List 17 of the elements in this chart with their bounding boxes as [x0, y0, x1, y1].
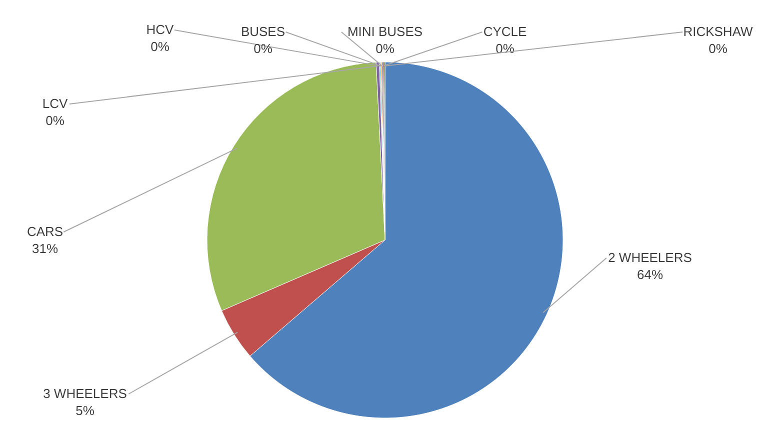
slice-label: BUSES	[240, 24, 286, 39]
data-label: 0%	[376, 41, 395, 56]
slice-label: CYCLE	[483, 24, 527, 39]
data-label: 0%	[150, 39, 170, 54]
slice-label: 2 WHEELERS	[608, 250, 692, 265]
slice-label: 3 WHEELERS	[43, 386, 128, 401]
slice-label: RICKSHAW	[683, 24, 754, 39]
data-label: 0%	[708, 41, 728, 56]
slice-label: LCV	[42, 96, 68, 111]
slice-label: MINI BUSES	[347, 24, 423, 39]
data-label: 64%	[636, 267, 664, 282]
data-label: 31%	[32, 241, 58, 256]
data-label: 5%	[76, 403, 95, 418]
data-label: 0%	[254, 41, 273, 56]
data-label: 0%	[46, 113, 65, 128]
slice-label: CARS	[26, 224, 64, 239]
slice-label: HCV	[146, 22, 174, 37]
